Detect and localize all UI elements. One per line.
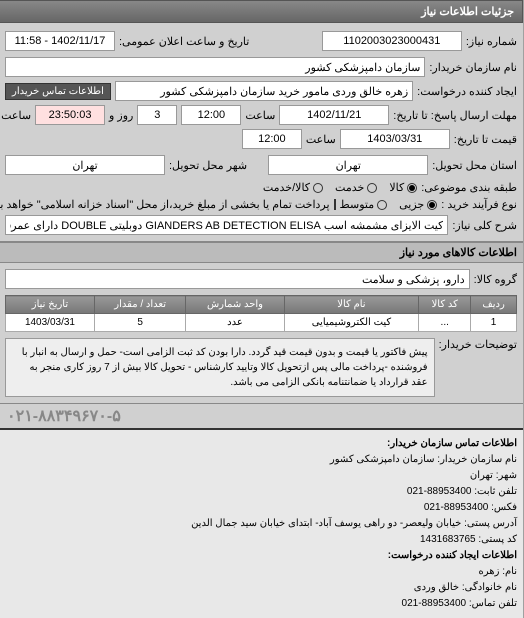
time-label-2: ساعت	[307, 133, 337, 146]
td-date: 1403/03/31	[7, 314, 96, 332]
proc-note: پرداخت تمام یا بخشی از مبلغ خرید،از محل …	[0, 198, 331, 211]
panel-title: جزئیات اطلاعات نیاز	[422, 6, 515, 18]
price-time-input[interactable]	[243, 129, 303, 149]
f-post-label: کد پستی:	[479, 534, 518, 545]
td-code: ...	[420, 314, 472, 332]
phone-display: ۰۲۱-۸۸۳۴۹۶۷۰-۵	[0, 404, 524, 428]
f-org: سازمان دامپزشکی کشور	[331, 454, 436, 465]
td-qty: 5	[95, 314, 186, 332]
desc-label: شرح کلی نیاز:	[453, 219, 518, 232]
req-number-label: شماره نیاز:	[467, 35, 518, 48]
td-name: کیت الکتروشیمیایی	[285, 314, 420, 332]
buyer-org-input[interactable]	[6, 57, 426, 77]
radio-both[interactable]: کالا/خدمت	[264, 181, 324, 194]
deliver-prov-label: استان محل تحویل:	[433, 159, 518, 172]
remain-label: ساعت باقی مانده	[0, 109, 32, 122]
radio-goods[interactable]: کالا	[390, 181, 418, 194]
th-name: نام کالا	[285, 296, 420, 314]
td-row: 1	[472, 314, 518, 332]
group-input[interactable]	[6, 269, 471, 289]
f-tel2-label: تلفن تماس:	[470, 598, 518, 609]
deadline-time-input[interactable]	[182, 105, 242, 125]
time-label-1: ساعت	[246, 109, 276, 122]
group-label: گروه کالا:	[475, 273, 518, 286]
creator-label: ایجاد کننده درخواست:	[418, 85, 518, 98]
creator-input[interactable]	[116, 81, 414, 101]
contact-buyer-button[interactable]: اطلاعات تماس خریدار	[6, 83, 112, 100]
radio-small[interactable]: جزیی	[400, 198, 438, 211]
price-date-input[interactable]	[341, 129, 451, 149]
f-name: زهره	[480, 566, 501, 577]
f-tel: 88953400-021	[408, 486, 473, 497]
price-deadline-label: قیمت تا تاریخ:	[455, 133, 518, 146]
pack-label: طبقه بندی موضوعی:	[422, 181, 518, 194]
announce-label: تاریخ و ساعت اعلان عمومی:	[120, 35, 250, 48]
proc-label: نوع فرآیند خرید :	[442, 198, 518, 211]
announce-input[interactable]	[6, 31, 116, 51]
th-qty: تعداد / مقدار	[95, 296, 186, 314]
footer: اطلاعات تماس سازمان خریدار: نام سازمان خ…	[0, 428, 524, 618]
deadline-date-input[interactable]	[280, 105, 390, 125]
notes-label: توضیحات خریدار:	[440, 338, 518, 351]
f-creator2-label: اطلاعات ایجاد کننده درخواست:	[6, 548, 518, 564]
f-lname: خالق وردی	[415, 582, 460, 593]
notes-box: پیش فاکتور یا قیمت و بدون قیمت قید گردد.…	[6, 338, 436, 397]
f-post: 1431683765	[421, 534, 477, 545]
deadline-resp-label: مهلت ارسال پاسخ: تا تاریخ:	[394, 109, 518, 122]
goods-table: ردیف کد کالا نام کالا واحد شمارش تعداد /…	[6, 295, 518, 332]
td-unit: عدد	[187, 314, 285, 332]
f-addr-label: آدرس پستی:	[465, 518, 518, 529]
f-city: تهران	[471, 470, 494, 481]
pack-radio-group: کالا خدمت کالا/خدمت	[264, 181, 418, 194]
days-input[interactable]	[138, 105, 178, 125]
table-row[interactable]: 1 ... کیت الکتروشیمیایی عدد 5 1403/03/31	[7, 314, 518, 332]
days-label: روز و	[110, 109, 134, 122]
f-org-label: نام سازمان خریدار:	[438, 454, 518, 465]
radio-medium[interactable]: متوسط	[341, 198, 389, 211]
radio-service[interactable]: خدمت	[336, 181, 378, 194]
th-date: تاریخ نیاز	[7, 296, 96, 314]
proc-radio-group: جزیی متوسط	[341, 198, 439, 211]
f-tel2: 88953400-021	[403, 598, 468, 609]
f-fax: 88953400-021	[425, 502, 490, 513]
th-unit: واحد شمارش	[187, 296, 285, 314]
treasury-checkbox[interactable]	[335, 199, 337, 210]
f-name-label: نام:	[503, 566, 518, 577]
footer-header: اطلاعات تماس سازمان خریدار:	[6, 436, 518, 452]
deliver-city-label: شهر محل تحویل:	[170, 159, 248, 172]
th-row: ردیف	[472, 296, 518, 314]
f-city-label: شهر:	[497, 470, 518, 481]
panel-header: جزئیات اطلاعات نیاز	[0, 0, 524, 23]
f-tel-label: تلفن ثابت:	[475, 486, 518, 497]
f-addr: خیابان ولیعصر- دو راهی یوسف آباد- ابتدای…	[192, 518, 462, 529]
f-fax-label: فکس:	[492, 502, 518, 513]
deliver-city-input[interactable]	[6, 155, 166, 175]
desc-input[interactable]	[6, 215, 449, 235]
main-panel: جزئیات اطلاعات نیاز شماره نیاز: تاریخ و …	[0, 0, 524, 618]
remain-input	[36, 105, 106, 125]
deliver-prov-input[interactable]	[269, 155, 429, 175]
th-code: کد کالا	[420, 296, 472, 314]
buyer-org-label: نام سازمان خریدار:	[430, 61, 518, 74]
f-lname-label: نام خانوادگی:	[463, 582, 518, 593]
goods-header: اطلاعات کالاهای مورد نیاز	[0, 242, 524, 263]
req-number-input[interactable]	[323, 31, 463, 51]
table-header-row: ردیف کد کالا نام کالا واحد شمارش تعداد /…	[7, 296, 518, 314]
